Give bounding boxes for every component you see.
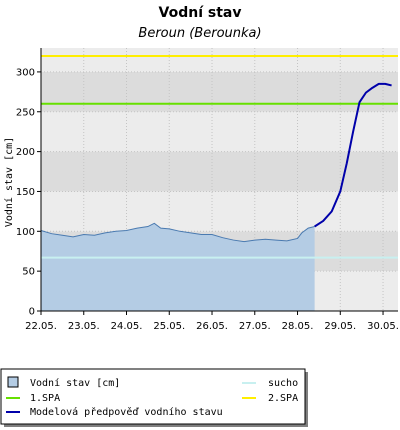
y-tick-label: 200 — [16, 147, 35, 158]
grid-band — [41, 151, 398, 192]
x-tick-label: 22.05. — [25, 321, 57, 332]
legend-label-dry: sucho — [268, 378, 298, 389]
chart-title: Vodní stav — [159, 5, 242, 21]
observed-line — [40, 222, 315, 243]
chart-subtitle: Beroun (Berounka) — [138, 26, 261, 41]
grid-band — [41, 191, 398, 232]
grid-band — [41, 48, 398, 72]
legend-box — [0, 368, 306, 425]
legend-label-forecast: Modelová předpověď vodního stavu — [30, 406, 223, 418]
plot-area: 0 50 100 150 200 250 300 22.05. 23.05. 24.05. 25.0… — [16, 48, 399, 332]
x-tick-label: 29.05. — [324, 321, 356, 332]
y-tick-label: 150 — [16, 187, 35, 198]
x-tick-label: 28.05. — [282, 321, 314, 332]
legend-label-observed: Vodní stav [cm] — [30, 377, 120, 389]
grid-band — [41, 111, 398, 152]
x-tick-label: 24.05. — [111, 321, 143, 332]
y-tick-label: 100 — [16, 227, 35, 238]
x-tick-label: 27.05. — [239, 321, 271, 332]
x-tick-label: 30.05. — [367, 321, 399, 332]
y-tick-label: 250 — [16, 107, 35, 118]
y-tick-label: 300 — [16, 67, 35, 78]
y-axis-label: Vodní stav [cm] — [3, 137, 15, 227]
x-tick-label: 26.05. — [196, 321, 228, 332]
observed-area — [41, 223, 315, 311]
y-tick-label: 50 — [22, 267, 35, 278]
x-tick-label: 25.05. — [153, 321, 185, 332]
legend: Vodní stav [cm] 1.SPA Modelová předpověď… — [0, 368, 308, 427]
x-tick-label: 23.05. — [68, 321, 100, 332]
legend-swatch-observed — [7, 376, 19, 388]
grid-band — [41, 71, 398, 112]
y-tick-label: 0 — [29, 307, 35, 318]
legend-label-spa2: 2.SPA — [268, 393, 298, 404]
forecast-line — [314, 82, 392, 228]
legend-label-spa1: 1.SPA — [30, 393, 60, 404]
